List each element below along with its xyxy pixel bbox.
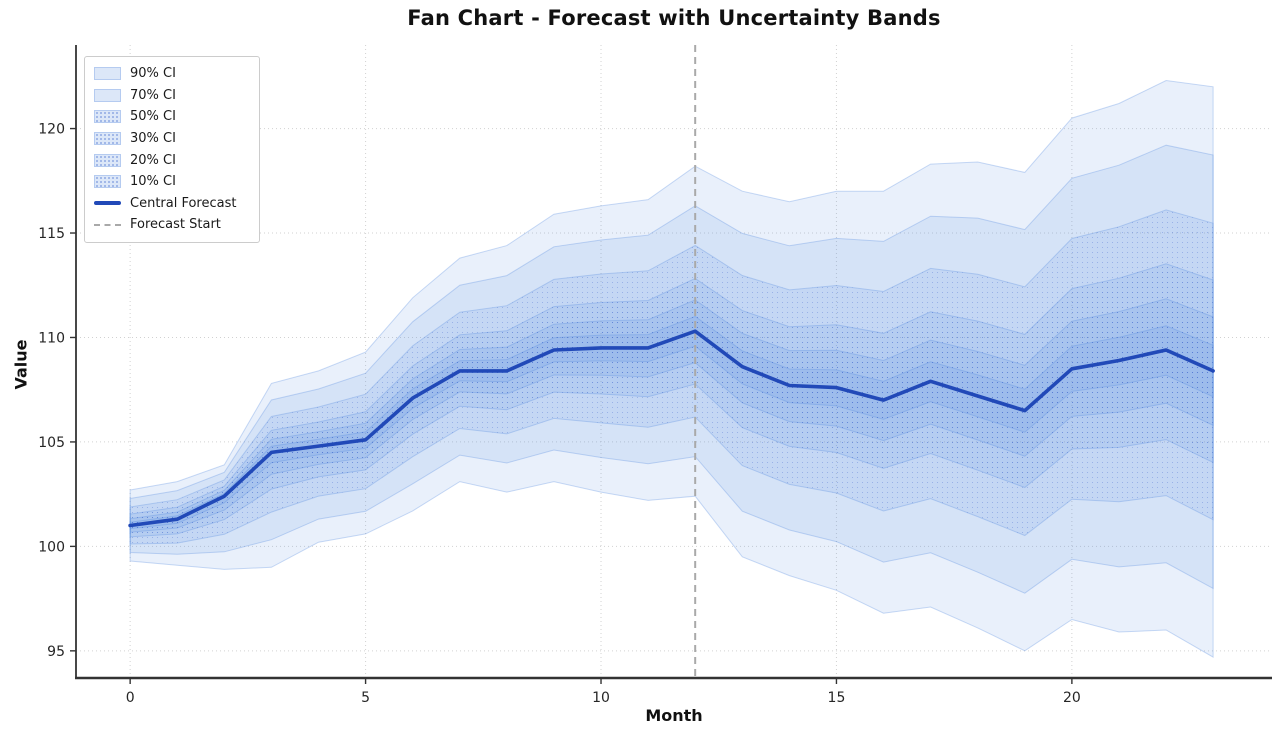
legend-item-forecast-start-swatch xyxy=(94,223,121,226)
legend-item-90-ci-swatch xyxy=(94,67,121,81)
legend-item-50-ci: 50% CI xyxy=(94,106,249,128)
legend-item-20-ci: 20% CI xyxy=(94,149,249,171)
uncertainty-bands xyxy=(129,79,1214,658)
legend-item-70-ci-swatch xyxy=(94,88,121,102)
x-axis-label: Month xyxy=(645,706,703,725)
legend-item-central-forecast: Central Forecast xyxy=(94,193,249,215)
legend-item-20-ci-label: 20% CI xyxy=(130,152,176,168)
tick-labels: 0 5 10 15 20 95 100 105 110 115 120 xyxy=(38,122,1081,706)
legend-item-central-forecast-label: Central Forecast xyxy=(130,195,237,211)
legend-item-50-ci-swatch xyxy=(94,110,121,124)
y-tick-label: 100 xyxy=(38,539,65,555)
y-tick-label: 115 xyxy=(38,226,65,242)
legend-item-forecast-start: Forecast Start xyxy=(94,214,249,236)
legend-item-90-ci-label: 90% CI xyxy=(130,66,176,82)
x-tick-label: 15 xyxy=(828,690,846,706)
x-tick-label: 10 xyxy=(592,690,610,706)
legend-item-30-ci-swatch xyxy=(94,132,121,146)
central-forecast-line xyxy=(128,329,1215,528)
legend-item-10-ci: 10% CI xyxy=(94,171,249,193)
x-tick-label: 0 xyxy=(126,690,135,706)
legend-item-forecast-start-label: Forecast Start xyxy=(130,217,221,233)
legend-item-10-ci-swatch xyxy=(94,175,121,189)
legend-item-70-ci-label: 70% CI xyxy=(130,87,176,103)
legend-item-90-ci: 90% CI xyxy=(94,63,249,85)
legend-item-10-ci-label: 10% CI xyxy=(130,174,176,190)
y-tick-label: 95 xyxy=(47,644,65,660)
legend-item-70-ci: 70% CI xyxy=(94,85,249,107)
x-tick-label: 5 xyxy=(361,690,370,706)
legend-item-central-forecast-swatch xyxy=(94,201,121,206)
legend-item-30-ci: 30% CI xyxy=(94,128,249,150)
x-tick-label: 20 xyxy=(1063,690,1081,706)
legend-item-50-ci-label: 50% CI xyxy=(130,109,176,125)
legend-item-30-ci-label: 30% CI xyxy=(130,131,176,147)
y-axis-label: Value xyxy=(11,339,31,390)
y-tick-label: 110 xyxy=(38,330,65,346)
y-tick-label: 105 xyxy=(38,435,65,451)
legend-box: 90% CI 70% CI 50% CI 30% CI 20% CI 10% CI Cent… xyxy=(84,56,260,243)
y-tick-label: 120 xyxy=(38,122,65,138)
chart-title: Fan Chart - Forecast with Uncertainty Ba… xyxy=(407,6,941,30)
legend-item-20-ci-swatch xyxy=(94,153,121,167)
